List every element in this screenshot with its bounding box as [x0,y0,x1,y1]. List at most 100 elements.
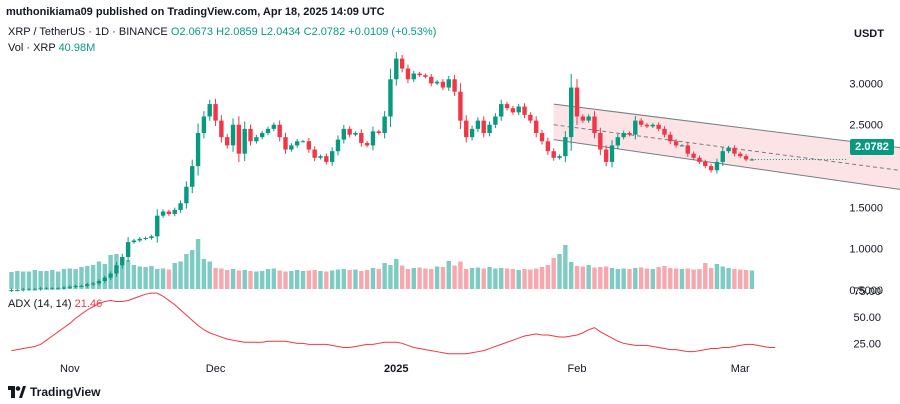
volume-bar [405,269,411,289]
volume-bar [90,265,96,289]
candle [324,156,329,162]
candle [574,87,580,117]
volume-value: 40.98M [58,42,96,54]
candle [656,124,661,129]
volume-bar [691,269,696,289]
volume-bar [726,268,731,289]
candle [160,211,166,216]
candle [738,153,743,157]
volume-bar [708,268,714,289]
volume-bar [277,270,282,289]
candle [184,186,189,204]
volume-label[interactable]: Vol · XRP [8,42,56,54]
time-tick-label: Feb [568,363,587,375]
volume-bar [353,269,358,289]
volume-bar [248,271,253,289]
candle [609,145,615,162]
adx-label[interactable]: ADX (14, 14) [8,298,72,310]
candle [714,161,720,171]
candle [399,58,405,69]
volume-bar [207,261,212,289]
volume-bar [609,268,615,289]
candle [464,120,469,138]
volume-bar [458,261,463,289]
volume-bar [563,245,568,289]
candle [493,116,498,125]
candle [61,287,67,289]
candle [90,283,96,285]
candle [697,157,702,162]
candle [195,133,201,167]
channel-lower-line [553,139,900,190]
candle [633,120,638,135]
volume-bar [487,267,492,289]
volume-bar [603,266,609,289]
candle [114,265,119,274]
volume-bar [429,269,434,289]
volume-bar [143,267,148,289]
candle [178,203,183,210]
volume-bar [79,267,84,289]
volume-bar [749,270,755,289]
volume-bar [493,268,498,289]
volume-bar [452,265,457,289]
volume-bar [720,266,725,289]
volume-bar [219,268,224,289]
candle [248,128,253,142]
candle [539,133,545,142]
volume-bar [160,268,166,289]
volume-bar [50,270,55,289]
adx-tick-label: 25.00 [853,338,881,350]
volume-bar [417,267,422,289]
volume-bar [96,261,102,289]
price-tick-label: 1.0000 [849,244,883,256]
candle [172,209,177,215]
candle [638,120,644,125]
candle [411,73,416,80]
volume-bar [574,266,580,289]
candle [26,289,32,291]
change-value: +0.0109 (+0.53%) [348,26,437,38]
volume-bar [306,270,312,289]
volume-bar [534,268,539,289]
candle [353,133,358,135]
candle [79,285,84,287]
volume-bar [201,259,207,289]
candle [236,124,242,154]
volume-bar [662,266,667,289]
volume-bar [85,266,90,289]
currency-label[interactable]: USDT [854,28,884,40]
volume-bar [516,270,521,289]
volume-bar [464,269,469,289]
adx-value: 21.46 [74,298,103,310]
open-value: 2.0673 [179,26,214,38]
candle [15,290,20,292]
candle [522,106,527,115]
volume-bar [149,266,154,289]
volume-legend: Vol · XRP 40.98M [8,42,95,54]
low-label: L [260,26,267,38]
volume-bar [638,267,644,289]
candle [673,141,679,146]
candle [364,142,370,146]
candle [376,131,381,134]
volume-bar [190,250,195,289]
candle [487,124,492,134]
candle [458,91,463,121]
candle [283,137,288,150]
volume-bar [184,254,189,289]
volume-bar [469,268,475,289]
volume-bar [592,267,597,289]
candle [312,149,317,158]
volume-bar [265,269,271,289]
volume-bar [38,271,43,289]
tradingview-brand[interactable]: TradingView [8,385,100,399]
symbol-title[interactable]: XRP / TetherUS · 1D · BINANCE [8,26,168,38]
volume-bar [15,271,20,289]
candle [615,137,621,146]
candle [335,139,341,152]
volume-bar [318,271,323,289]
volume-bar [528,269,533,289]
close-value: 2.0782 [311,26,346,38]
